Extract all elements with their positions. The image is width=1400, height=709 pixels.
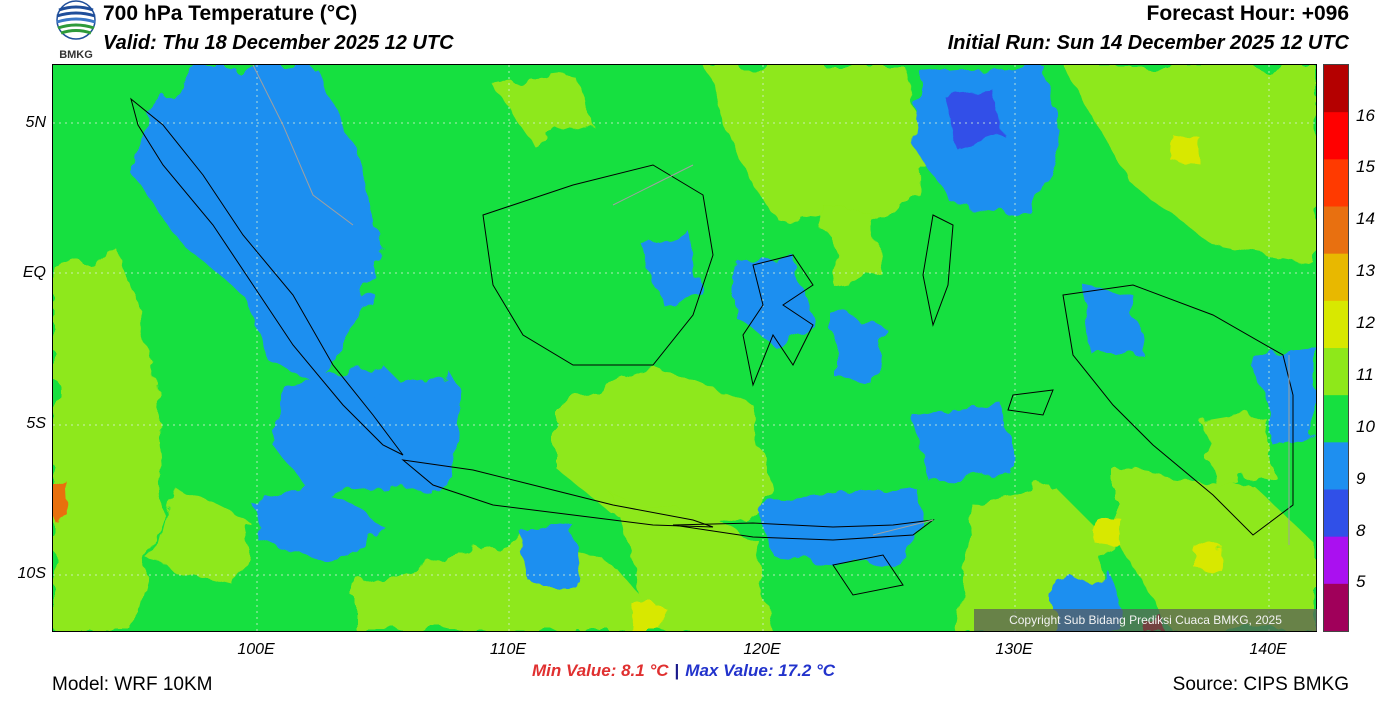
initial-run: Initial Run: Sun 14 December 2025 12 UTC (947, 32, 1349, 54)
colorbar-segment (1324, 536, 1348, 585)
lon-label-140e: 140E (1249, 641, 1287, 658)
chart-title: 700 hPa Temperature (°C) (103, 2, 358, 25)
logo-text: BMKG (59, 49, 93, 61)
copyright-notice: Copyright Sub Bidang Prediksi Cuaca BMKG… (974, 609, 1317, 631)
colorbar-segment (1324, 395, 1348, 443)
colorbar-segment (1324, 583, 1348, 631)
colorbar-segment (1324, 206, 1348, 255)
colorbar-label-5: 5 (1356, 572, 1366, 591)
warm-spot-west (53, 480, 67, 520)
field-12-areas (53, 65, 1316, 631)
lat-label-5s: 5S (26, 415, 46, 432)
field-9-area (943, 90, 1003, 150)
colorbar-segment (1324, 253, 1348, 302)
colorbar-segment (1324, 300, 1348, 349)
colorbar-label-14: 14 (1356, 209, 1375, 228)
lon-label-130e: 130E (995, 641, 1033, 658)
colorbar (1323, 64, 1349, 632)
borders (252, 65, 1290, 545)
max-value: Max Value: 17.2 °C (685, 661, 836, 680)
colorbar-segment (1324, 112, 1348, 160)
model-label: Model: WRF 10KM (52, 674, 213, 695)
colorbar-label-15: 15 (1356, 157, 1375, 176)
temperature-map[interactable] (52, 64, 1317, 632)
lon-label-100e: 100E (237, 641, 275, 658)
coastlines (130, 97, 1294, 596)
min-value: Min Value: 8.1 °C (532, 661, 669, 680)
field-13-areas (631, 135, 1223, 631)
colorbar-label-10: 10 (1356, 417, 1375, 436)
lat-label-10s: 10S (17, 565, 46, 582)
min-max-values: Min Value: 8.1 °C | Max Value: 17.2 °C (532, 661, 835, 681)
colorbar-label-12: 12 (1356, 313, 1375, 332)
colorbar-label-8: 8 (1356, 521, 1366, 540)
lat-label-5n: 5N (25, 114, 46, 131)
colorbar-label-11: 11 (1356, 365, 1374, 384)
lon-label-110e: 110E (489, 641, 527, 658)
colorbar-segment (1324, 348, 1348, 396)
lon-label-120e: 120E (743, 641, 781, 658)
colorbar-label-13: 13 (1356, 261, 1375, 280)
valid-time: Valid: Thu 18 December 2025 12 UTC (103, 32, 454, 54)
graticule (53, 65, 1316, 631)
forecast-hour: Forecast Hour: +096 (1146, 2, 1350, 25)
colorbar-label-9: 9 (1356, 469, 1366, 488)
colorbar-segment (1324, 442, 1348, 490)
bmkg-logo: BMKG (51, 0, 101, 62)
colorbar-segment (1324, 159, 1348, 207)
source-label: Source: CIPS BMKG (1172, 674, 1349, 695)
colorbar-segment (1324, 489, 1348, 538)
colorbar-label-16: 16 (1356, 106, 1375, 125)
min-max-separator: | (674, 661, 680, 680)
lat-label-eq: EQ (22, 264, 46, 281)
colorbar-segment (1324, 65, 1348, 113)
